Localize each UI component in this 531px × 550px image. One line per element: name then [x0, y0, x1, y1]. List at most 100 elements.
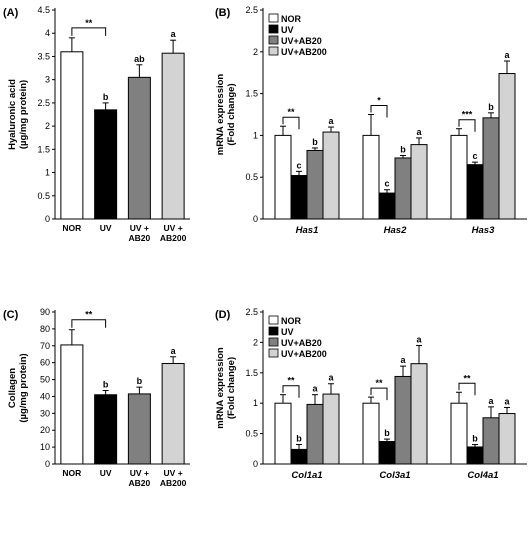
significance-letter: a	[504, 50, 510, 60]
x-tick-label: Col4a1	[467, 470, 498, 481]
bar	[482, 417, 500, 465]
comparison-bracket	[370, 387, 388, 401]
legend-swatch	[268, 35, 279, 45]
y-tick-label: 0	[45, 214, 50, 224]
x-tick-label: UV	[100, 468, 112, 478]
x-tick-label: Has2	[384, 225, 407, 236]
panel-label: (A)	[3, 7, 19, 19]
legend-swatch	[268, 326, 279, 336]
x-tick-label: UV +	[130, 468, 149, 478]
bar	[322, 131, 340, 220]
y-tick-label: 1.5	[37, 144, 50, 154]
y-tick-label: 4.5	[37, 5, 50, 15]
panel-label: (D)	[215, 309, 231, 321]
chart-panel-c: (C) Collagen (µg/mg protein) 0 10 20 30 40 50 60 7…	[3, 307, 190, 488]
x-tick-label: AB20	[129, 233, 151, 243]
bar	[466, 446, 484, 465]
significance-letter: a	[328, 373, 334, 383]
y-tick-label: 70	[40, 341, 50, 351]
legend-swatch	[268, 348, 279, 358]
bar	[362, 134, 380, 220]
bar	[60, 51, 84, 220]
significance-letter: a	[328, 116, 334, 126]
bar	[60, 344, 84, 465]
y-tick-label: 1	[253, 398, 258, 408]
y-axis-label: (µg/mg protein)	[18, 353, 29, 422]
x-tick-label: AB20	[129, 478, 151, 488]
y-tick-label: 1	[253, 130, 258, 140]
bar	[127, 393, 151, 465]
significance-letter: ab	[134, 54, 145, 64]
x-tick-label: UV	[100, 223, 112, 233]
x-tick-label: UV +	[164, 223, 183, 233]
x-tick-label: Col1a1	[291, 470, 322, 481]
bar	[450, 134, 468, 220]
y-axis-label: (µg/mg protein)	[18, 80, 29, 149]
significance-letter: a	[416, 334, 422, 344]
legend-label: UV+AB200	[281, 47, 327, 57]
chart-panel-b: (B) mRNA expression (Fold change) 0 0.5 1 1.5 2…	[215, 5, 527, 236]
y-tick-label: 40	[40, 391, 50, 401]
comparison-label: **	[85, 310, 93, 320]
bar	[498, 73, 516, 220]
bar	[394, 157, 412, 220]
y-tick-label: 4	[45, 28, 50, 38]
comparison-label: **	[85, 18, 93, 28]
legend-swatch	[268, 315, 279, 325]
bar	[290, 448, 308, 465]
legend-label: UV	[281, 25, 294, 35]
legend-swatch	[268, 337, 279, 347]
x-tick-label: Col3a1	[379, 470, 410, 481]
significance-letter: a	[400, 355, 406, 365]
y-axis-label: mRNA expression	[215, 74, 226, 156]
comparison-label: ***	[462, 110, 473, 120]
y-tick-label: 60	[40, 358, 50, 368]
y-tick-label: 0	[45, 459, 50, 469]
x-tick-label: UV +	[130, 223, 149, 233]
significance-letter: a	[488, 396, 494, 406]
x-tick-label: Has1	[296, 225, 319, 236]
y-axis-label: (Fold change)	[226, 83, 237, 145]
comparison-bracket	[458, 119, 476, 132]
y-tick-label: 2	[45, 121, 50, 131]
bar	[274, 134, 292, 220]
comparison-label: *	[377, 96, 381, 106]
y-axis-label: mRNA expression	[215, 347, 226, 429]
significance-letter: b	[103, 92, 109, 102]
legend-label: UV+AB200	[281, 349, 327, 359]
y-tick-label: 2.5	[245, 5, 258, 15]
y-tick-label: 30	[40, 408, 50, 418]
chart-panel-d: (D) mRNA expression (Fold change) 0 0.5 1 1.5 2…	[215, 307, 527, 481]
bar	[482, 117, 500, 220]
y-tick-label: 1.5	[245, 89, 258, 99]
y-tick-label: 1	[45, 168, 50, 178]
comparison-label: **	[375, 378, 383, 388]
x-tick-label: AB200	[160, 478, 187, 488]
significance-letter: a	[504, 396, 510, 406]
y-tick-label: 90	[40, 307, 50, 317]
y-tick-label: 2	[253, 337, 258, 347]
comparison-bracket	[71, 319, 107, 328]
y-tick-label: 50	[40, 375, 50, 385]
significance-letter: a	[171, 29, 177, 39]
bar	[410, 144, 428, 220]
comparison-label: **	[287, 107, 295, 117]
bar	[450, 402, 468, 465]
significance-letter: b	[472, 434, 478, 444]
y-tick-label: 0	[253, 214, 258, 224]
significance-letter: b	[137, 376, 143, 386]
bar	[306, 403, 324, 465]
y-tick-label: 0	[253, 459, 258, 469]
y-axis-label: Hyaluronic acid	[7, 79, 18, 150]
legend-swatch	[268, 13, 279, 23]
significance-letter: a	[416, 127, 422, 137]
chart-panel-a: (A) Hyaluronic acid (µg/mg protein) 0 0.5 1 1.…	[3, 5, 190, 243]
y-tick-label: 2.5	[37, 98, 50, 108]
legend-label: UV	[281, 327, 294, 337]
legend-label: NOR	[281, 316, 302, 326]
y-tick-label: 80	[40, 324, 50, 334]
bar	[161, 52, 185, 220]
y-tick-label: 0.5	[245, 429, 258, 439]
